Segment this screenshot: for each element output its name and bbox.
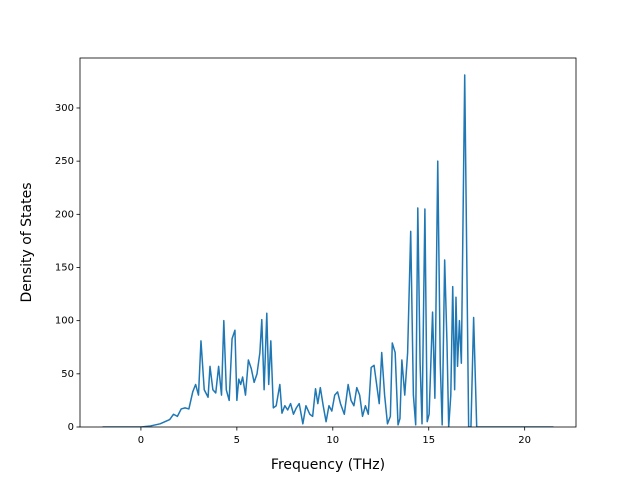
- y-tick-label: 0: [68, 422, 74, 433]
- x-tick-label: 5: [234, 435, 240, 446]
- x-tick-label: 0: [138, 435, 144, 446]
- x-tick-label: 20: [518, 435, 531, 446]
- y-tick-label: 250: [55, 156, 74, 167]
- y-axis-label: Density of States: [19, 183, 35, 303]
- x-tick-label: 15: [422, 435, 435, 446]
- plot-frame: [79, 57, 577, 428]
- y-tick-label: 150: [55, 262, 74, 273]
- line-series: [102, 74, 554, 427]
- y-tick-label: 300: [55, 103, 74, 114]
- x-axis-label: Frequency (THz): [271, 457, 385, 473]
- y-tick-label: 100: [55, 316, 74, 327]
- x-tick-label: 10: [326, 435, 339, 446]
- y-tick-label: 200: [55, 209, 74, 220]
- y-tick-label: 50: [61, 369, 74, 380]
